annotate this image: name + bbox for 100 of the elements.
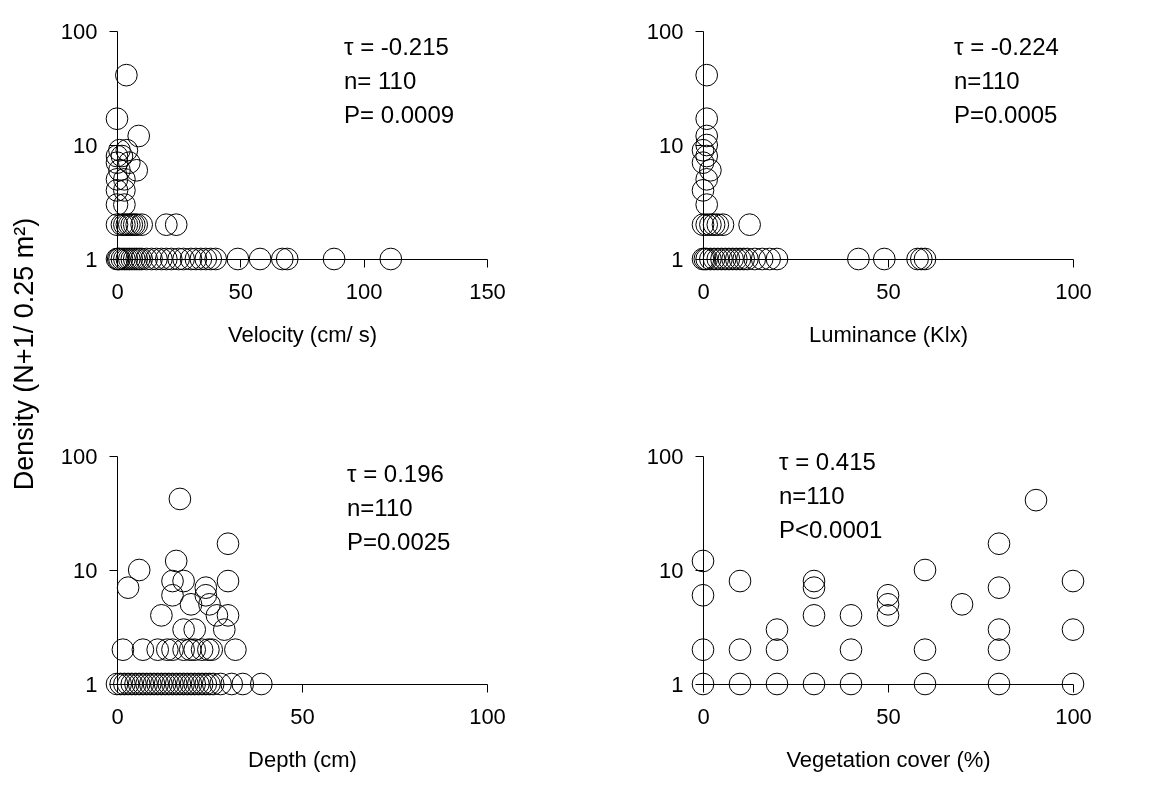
point — [802, 569, 826, 593]
point — [876, 593, 900, 616]
point — [105, 151, 129, 174]
x-tick-label: 150 — [469, 278, 506, 304]
point — [275, 247, 299, 271]
point — [695, 133, 719, 157]
point — [695, 107, 719, 131]
point — [695, 144, 719, 168]
point — [154, 247, 178, 271]
point — [743, 247, 767, 271]
annotation: τ = -0.224 — [954, 33, 1059, 60]
point — [839, 604, 863, 627]
x-tick-label: 50 — [876, 278, 901, 304]
point — [105, 107, 129, 131]
point — [140, 247, 163, 271]
y-tick-label: 100 — [60, 18, 98, 44]
point — [105, 193, 129, 216]
point — [184, 247, 208, 271]
x-tick-label: 100 — [345, 278, 383, 304]
point — [839, 638, 863, 661]
point — [695, 124, 719, 148]
point — [127, 124, 151, 148]
point — [913, 672, 937, 696]
annotation: n=110 — [347, 494, 413, 521]
point — [105, 168, 129, 191]
point — [711, 213, 735, 236]
annotation: n=110 — [954, 67, 1020, 94]
annotation: P=0.0025 — [347, 528, 451, 555]
y-tick-label: 1 — [671, 246, 684, 272]
point — [150, 247, 173, 271]
y-tick-label: 10 — [659, 132, 684, 158]
point — [758, 247, 781, 271]
point — [108, 138, 131, 162]
point — [728, 638, 752, 661]
annotation: n=110 — [779, 482, 845, 509]
point — [691, 672, 715, 696]
x-tick-label: 0 — [697, 703, 710, 729]
point — [248, 247, 272, 271]
point — [172, 247, 195, 271]
point — [199, 247, 223, 271]
point — [738, 213, 761, 236]
point — [839, 672, 863, 696]
point — [765, 638, 789, 661]
point — [695, 168, 719, 191]
point — [1061, 672, 1085, 696]
y-tick-label: 1 — [85, 246, 98, 272]
annotation: P<0.0001 — [779, 516, 883, 543]
y-tick-label: 10 — [659, 557, 684, 583]
point — [765, 672, 789, 696]
x-tick-label: 100 — [1055, 278, 1092, 304]
point — [179, 247, 203, 271]
y-tick-label: 10 — [73, 557, 98, 583]
point — [913, 638, 937, 661]
x-tick-label: 0 — [111, 703, 124, 729]
point — [130, 213, 154, 236]
x-axis-title: Luminance (Klx) — [809, 321, 968, 347]
point — [876, 604, 900, 627]
point — [105, 144, 129, 168]
point — [802, 576, 826, 599]
x-axis-title: Vegetation cover (%) — [786, 746, 991, 772]
point — [105, 179, 129, 202]
point — [115, 63, 138, 87]
x-axis-title: Velocity (cm/ s) — [227, 321, 378, 347]
point — [802, 672, 826, 696]
point — [750, 247, 774, 271]
point — [699, 158, 722, 182]
y-tick-label: 1 — [671, 671, 684, 697]
annotation: τ = 0.415 — [779, 448, 876, 475]
point — [695, 63, 719, 87]
annotation: P=0.0005 — [954, 101, 1058, 128]
x-tick-label: 50 — [228, 278, 254, 304]
annotation: P= 0.0009 — [344, 101, 455, 128]
y-tick-label: 10 — [73, 132, 98, 158]
y-tick-label: 1 — [85, 671, 98, 697]
point — [135, 247, 158, 271]
x-tick-label: 100 — [469, 703, 506, 729]
point — [950, 593, 974, 616]
point — [1061, 618, 1085, 641]
point — [987, 638, 1011, 661]
point — [270, 247, 294, 271]
point — [113, 193, 136, 216]
point — [226, 247, 250, 271]
point — [194, 247, 218, 271]
point — [204, 247, 228, 271]
x-tick-label: 0 — [697, 278, 710, 304]
point — [728, 672, 752, 696]
annotation: τ = 0.196 — [347, 460, 444, 487]
point — [113, 179, 136, 202]
point — [728, 569, 752, 593]
point — [987, 576, 1011, 599]
point — [695, 193, 719, 216]
x-tick-label: 0 — [111, 278, 124, 304]
point — [110, 144, 134, 168]
point — [802, 604, 826, 627]
x-tick-label: 50 — [290, 703, 315, 729]
y-tick-label: 100 — [646, 443, 684, 469]
point — [691, 151, 715, 174]
point — [987, 618, 1011, 641]
point — [765, 247, 789, 271]
point — [145, 247, 168, 271]
